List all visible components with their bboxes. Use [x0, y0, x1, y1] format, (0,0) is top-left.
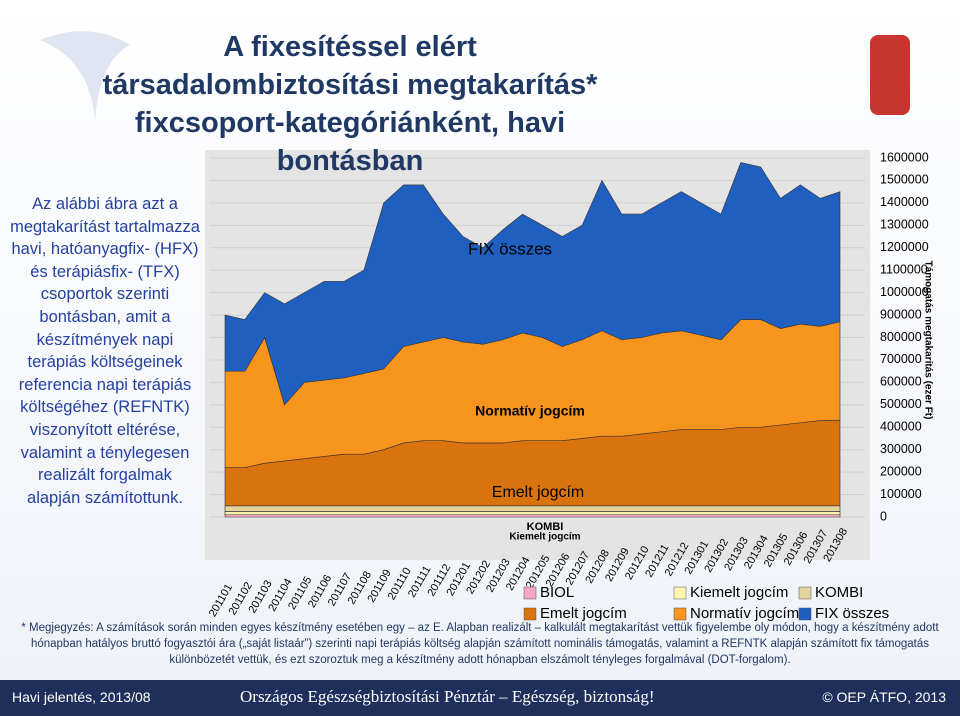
area-label: Normatív jogcím	[475, 403, 585, 419]
y-tick-label: 400000	[880, 420, 922, 434]
legend-label: KOMBI	[815, 584, 863, 601]
legend-label: BIOL	[540, 584, 574, 601]
footnote: * Megjegyzés: A számítások során minden …	[21, 622, 939, 666]
y-tick-label: 200000	[880, 464, 922, 478]
legend-label: Normatív jogcím	[690, 605, 799, 622]
logo	[40, 31, 130, 120]
legend-swatch	[523, 607, 537, 621]
footer-right: © OEP ÁTFO, 2013	[822, 689, 946, 705]
area-label: FIX összes	[468, 239, 552, 258]
legend-label: FIX összes	[815, 605, 889, 622]
legend-swatch	[798, 586, 812, 600]
legend-label: Emelt jogcím	[540, 605, 627, 622]
area	[224, 162, 841, 406]
area	[224, 505, 841, 512]
legend-swatch	[798, 607, 812, 621]
y-tick-label: 500000	[880, 397, 922, 411]
area	[224, 514, 841, 518]
area-label: KOMBI	[527, 521, 564, 533]
area-label: Emelt jogcím	[492, 484, 584, 501]
y-axis-title: Támogatás megtakarítás (ezer Ft)	[922, 261, 933, 420]
y-tick-label: 1600000	[880, 150, 929, 164]
area-label: Kiemelt jogcím	[509, 532, 580, 543]
legend-swatch	[523, 586, 537, 600]
legend-label: Kiemelt jogcím	[690, 584, 788, 601]
footer-left: Havi jelentés, 2013/08	[12, 689, 151, 705]
y-tick-label: 0	[880, 509, 887, 523]
y-tick-label: 1200000	[880, 240, 929, 254]
y-tick-label: 900000	[880, 307, 922, 321]
description: Az alábbi ábra azt a megtakarítást tarta…	[10, 195, 200, 507]
y-tick-label: 1500000	[880, 173, 929, 187]
coat-of-arms	[870, 35, 910, 115]
legend-swatch	[673, 607, 687, 621]
chart: 0 100000 200000 300000 400000 500000 600000 700…	[40, 31, 933, 622]
y-tick-label: 1300000	[880, 218, 929, 232]
y-tick-label: 100000	[880, 487, 922, 501]
y-tick-label: 1100000	[880, 262, 928, 276]
y-tick-label: 700000	[880, 352, 922, 366]
y-tick-label: 300000	[880, 442, 922, 456]
area	[224, 511, 841, 516]
y-tick-label: 1000000	[880, 285, 929, 299]
y-tick-label: 1400000	[880, 195, 929, 209]
footer: Havi jelentés, 2013/08 Országos Egészség…	[0, 680, 960, 716]
y-tick-label: 600000	[880, 375, 922, 389]
legend-swatch	[673, 586, 687, 600]
footer-center: Országos Egészségbiztosítási Pénztár – E…	[240, 687, 655, 706]
title: A fixesítéssel elért társadalombiztosítá…	[102, 31, 598, 177]
y-tick-label: 800000	[880, 330, 922, 344]
